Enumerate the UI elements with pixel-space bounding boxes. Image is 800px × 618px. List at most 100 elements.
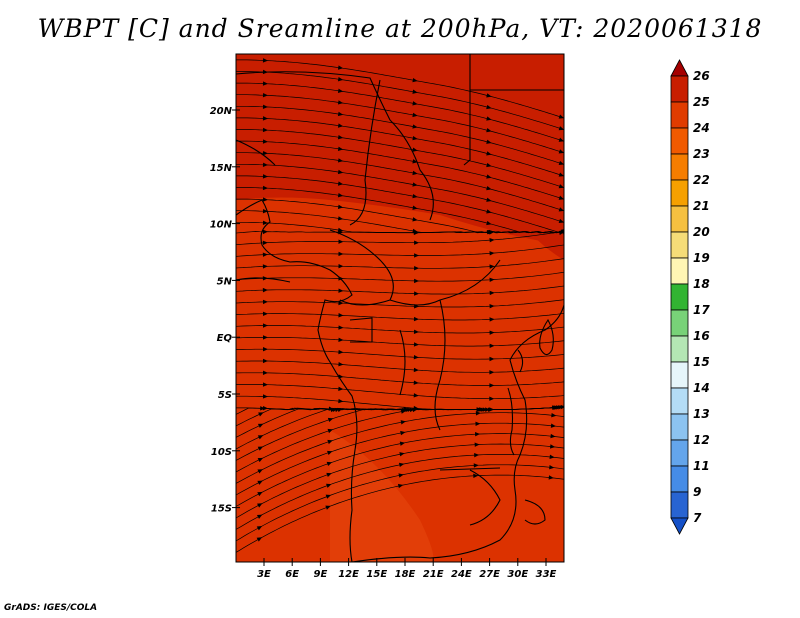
streamline-arrow — [257, 503, 263, 508]
streamline-arrow — [413, 380, 419, 385]
streamline-arrow — [551, 405, 558, 410]
streamline-arrow — [337, 77, 344, 82]
streamline — [236, 117, 564, 177]
streamline-arrow — [260, 406, 266, 411]
streamline-arrow — [565, 404, 570, 409]
longitude-tick-label: 24E — [451, 569, 472, 580]
streamline-arrow — [262, 370, 268, 376]
streamline-arrow — [413, 367, 419, 373]
streamline-arrow — [256, 526, 263, 531]
streamline — [236, 175, 564, 234]
colorbar-label: 9 — [693, 485, 701, 499]
streamline-arrow — [262, 208, 268, 214]
streamline-arrow — [414, 278, 420, 284]
streamline-arrow — [489, 264, 495, 269]
colorbar-label: 26 — [693, 69, 710, 83]
streamline-arrow — [486, 186, 492, 191]
streamline-arrow — [338, 349, 344, 355]
streamline-arrow — [338, 313, 344, 318]
streamline — [236, 406, 564, 473]
streamline-arrow — [262, 394, 268, 399]
streamline-arrow — [558, 218, 564, 224]
latitude-tick-label: 20N — [210, 106, 233, 117]
streamline-arrow — [475, 432, 481, 437]
streamline-arrow — [258, 412, 264, 417]
streamline-arrow — [337, 193, 344, 198]
streamline-arrow — [327, 428, 333, 434]
latitude-tick-label: 5N — [217, 276, 233, 287]
streamline-arrow — [262, 174, 268, 179]
colorbar-label: 15 — [693, 355, 710, 369]
streamline-arrow — [338, 263, 344, 269]
colorbar-swatch — [670, 205, 689, 233]
streamline-arrow — [257, 469, 263, 474]
streamline-arrow — [338, 337, 344, 342]
streamline-arrow — [412, 77, 418, 83]
streamline-arrow — [337, 158, 344, 163]
streamline — [236, 433, 564, 507]
streamline — [236, 313, 564, 321]
colorbar-max-arrow — [670, 59, 689, 77]
map-panel — [235, 53, 571, 563]
streamline-arrow — [565, 352, 570, 357]
color-legend: 26 25 24 23 22 21 20 19 18 17 16 15 14 13 12 11 9 7 — [670, 59, 710, 535]
latitude-tick-label: EQ — [217, 333, 233, 344]
colorbar-label: 11 — [693, 459, 710, 473]
streamline-arrow — [337, 123, 344, 128]
streamline-arrow — [551, 412, 557, 418]
colorbar-min-arrow — [670, 517, 689, 535]
streamline-arrow — [550, 423, 556, 428]
streamline-arrow — [558, 114, 564, 119]
streamline-arrow — [489, 343, 495, 349]
streamline-arrow — [412, 147, 418, 152]
streamline-arrow — [486, 162, 492, 168]
streamline-arrow — [398, 462, 405, 468]
latitude-axis: 20N 15N 10N 5N EQ 5S 10S 15S — [210, 106, 240, 515]
colorbar-label: 13 — [693, 407, 710, 421]
longitude-tick-label: 27E — [479, 569, 500, 580]
streamline-arrow — [262, 287, 268, 293]
streamline-arrow — [262, 58, 268, 63]
streamline-arrow — [548, 475, 554, 480]
streamline-arrow — [565, 283, 571, 288]
streamline — [236, 285, 564, 295]
streamline-arrow — [486, 174, 492, 179]
colorbar-swatch — [670, 335, 689, 363]
streamline-arrow — [262, 150, 268, 156]
streamline-arrow — [565, 393, 570, 398]
colorbar-swatch — [670, 439, 689, 467]
streamline-arrow — [412, 159, 418, 164]
streamline-arrow — [489, 370, 495, 375]
colorbar-label: 18 — [693, 277, 710, 291]
streamline-arrow — [558, 137, 564, 142]
streamline-arrow — [338, 300, 344, 306]
colorbar-swatch — [670, 283, 689, 311]
colorbar-swatch — [670, 231, 689, 259]
streamline-arrow — [486, 139, 492, 144]
streamline — [236, 244, 564, 257]
streamline-arrow — [338, 386, 344, 391]
streamline-arrow — [564, 242, 570, 247]
streamline-arrow — [262, 104, 268, 109]
streamline-arrow — [486, 116, 492, 121]
colorbar-label: 16 — [693, 329, 710, 343]
streamline-arrow — [400, 430, 406, 436]
colorbar-label: 21 — [693, 199, 710, 213]
colorbar-swatch — [670, 387, 689, 415]
colorbar-swatch — [670, 127, 689, 155]
streamline-arrow — [337, 88, 344, 93]
streamline-arrow — [262, 323, 268, 328]
streamline-arrow — [412, 89, 418, 94]
colorbar-label: 19 — [693, 251, 710, 265]
streamline-arrow — [558, 184, 564, 189]
streamline-arrow — [558, 172, 564, 177]
streamline-arrow — [413, 230, 419, 236]
streamline-arrow — [412, 135, 418, 141]
streamline-arrow — [262, 299, 268, 305]
colorbar-swatch — [670, 491, 689, 519]
streamline-arrow — [262, 116, 268, 121]
streamline-arrow — [549, 454, 555, 460]
streamline-arrow — [489, 304, 495, 309]
latitude-tick-label: 15S — [211, 504, 232, 515]
